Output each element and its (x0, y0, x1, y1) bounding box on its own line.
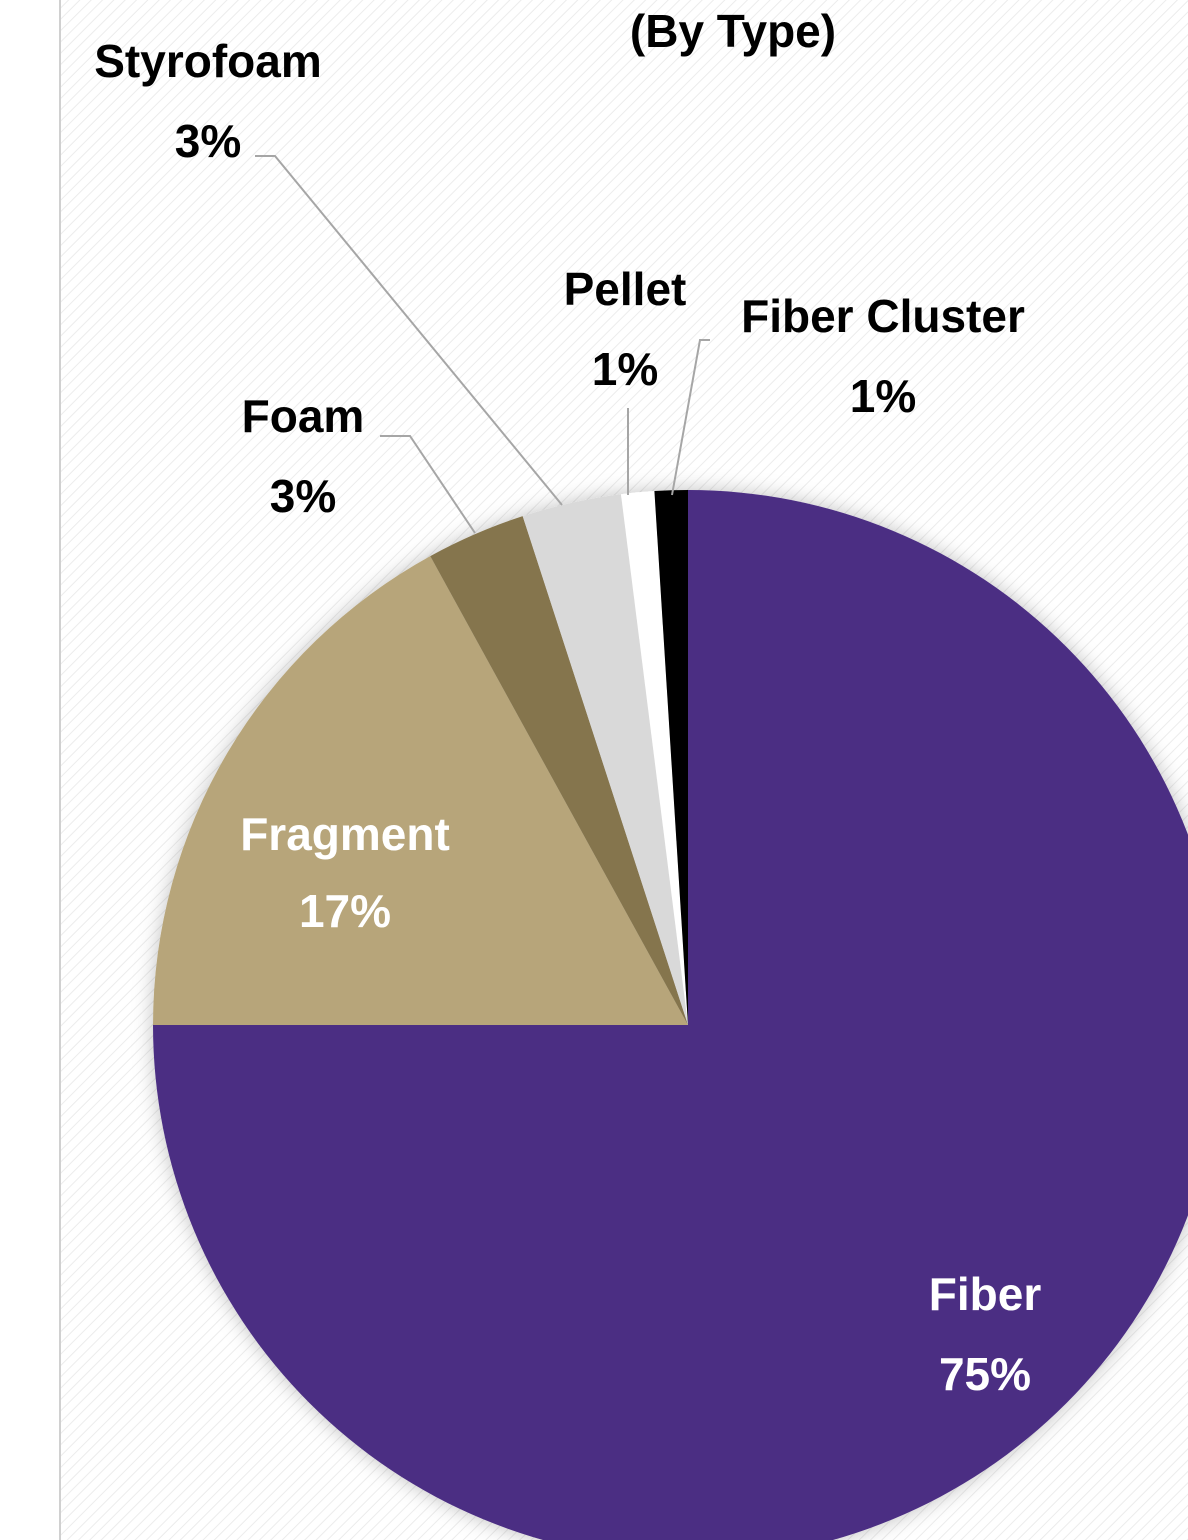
pie (153, 490, 1188, 1540)
slice-label: Fragment (240, 808, 450, 860)
slice-value-label: 1% (850, 370, 916, 422)
pie-slice (153, 490, 1188, 1540)
pie-slice (620, 491, 688, 1026)
pie-slice (430, 516, 688, 1025)
slice-label: Styrofoam (94, 35, 321, 87)
slice-label: Pellet (564, 263, 687, 315)
leader-line (380, 435, 476, 534)
chart-title: (By Type) (630, 5, 836, 57)
leader-line (671, 339, 710, 496)
slice-value-label: 1% (592, 343, 658, 395)
slice-value-label: 3% (270, 470, 336, 522)
pie-slice (654, 490, 688, 1025)
slice-label: Fiber Cluster (741, 290, 1025, 342)
slice-label: Foam (242, 390, 365, 442)
leader-line (255, 155, 563, 506)
slice-value-label: 17% (299, 885, 391, 937)
slice-value-label: 75% (939, 1348, 1031, 1400)
pie-slice (522, 494, 688, 1025)
slice-value-label: 3% (175, 115, 241, 167)
slice-label: Fiber (929, 1268, 1042, 1320)
pie-slice (153, 556, 688, 1025)
